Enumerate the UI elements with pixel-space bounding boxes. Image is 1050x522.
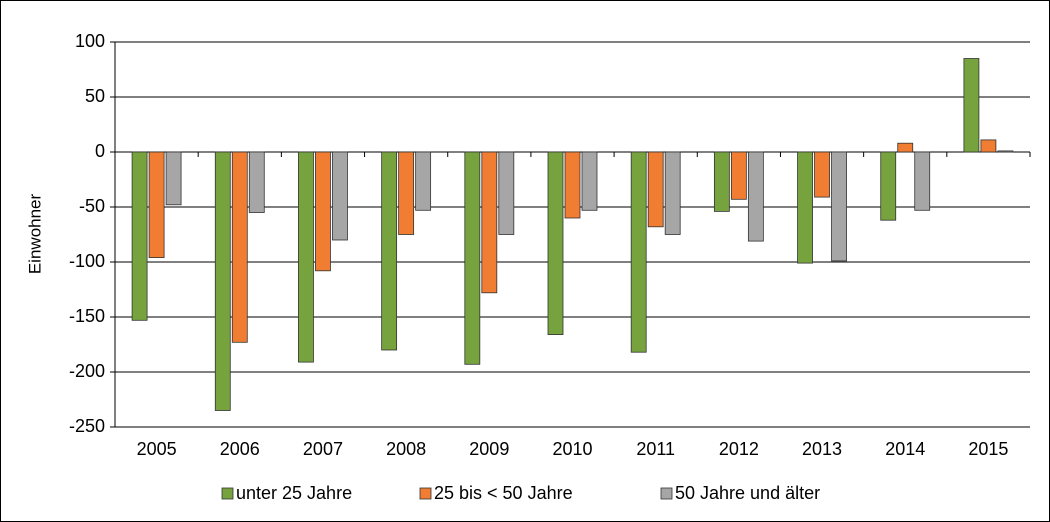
- legend-label: 25 bis < 50 Jahre: [434, 483, 573, 503]
- bar: [831, 151, 847, 262]
- bar: [730, 151, 747, 200]
- legend-label: 50 Jahre und älter: [675, 483, 820, 503]
- bar: [963, 58, 980, 153]
- y-tick-label: -150: [69, 306, 105, 326]
- bar: [814, 151, 830, 198]
- bar: [630, 151, 647, 353]
- bar: [914, 151, 931, 211]
- bar: [415, 151, 432, 211]
- bar: [581, 151, 598, 211]
- bar: [713, 151, 730, 212]
- x-tick-label: 2011: [636, 439, 675, 459]
- bar: [464, 151, 481, 365]
- legend-swatch: [419, 487, 432, 500]
- bar: [214, 151, 231, 411]
- bar: [315, 151, 331, 272]
- bar: [647, 151, 664, 228]
- y-tick-label: -250: [69, 416, 105, 436]
- bar: [547, 151, 564, 336]
- y-tick-label: -200: [69, 361, 105, 381]
- y-tick-label: -50: [79, 196, 105, 216]
- x-tick-label: 2015: [968, 439, 1008, 459]
- bar: [298, 151, 314, 363]
- bar: [148, 151, 165, 258]
- legend-swatch: [221, 487, 234, 500]
- bar: [880, 151, 897, 221]
- legend-swatch: [660, 487, 673, 500]
- bar: [481, 151, 498, 294]
- x-tick-label: 2005: [137, 439, 177, 459]
- bar: [165, 151, 182, 206]
- bar: [398, 151, 415, 235]
- bar: [332, 151, 348, 241]
- bar: [897, 142, 914, 153]
- y-tick-label: 50: [85, 86, 105, 106]
- bar: [997, 150, 1014, 153]
- y-tick-label: 100: [75, 31, 105, 51]
- bar: [980, 139, 997, 153]
- y-tick-label: -100: [69, 251, 105, 271]
- bar: [381, 151, 398, 351]
- y-tick-label: 0: [95, 141, 105, 161]
- x-tick-label: 2009: [469, 439, 509, 459]
- x-tick-label: 2010: [552, 439, 592, 459]
- y-axis-label: Einwohner: [25, 193, 44, 274]
- legend-label: unter 25 Jahre: [236, 483, 352, 503]
- x-tick-label: 2013: [802, 439, 842, 459]
- bar: [664, 151, 681, 235]
- x-tick-label: 2007: [303, 439, 343, 459]
- x-tick-label: 2006: [220, 439, 260, 459]
- bar: [564, 151, 581, 219]
- x-tick-label: 2014: [885, 439, 925, 459]
- bar: [248, 151, 265, 213]
- bar: [797, 151, 813, 264]
- bar: [498, 151, 515, 235]
- bar: [747, 151, 764, 242]
- x-tick-label: 2012: [719, 439, 759, 459]
- x-tick-label: 2008: [386, 439, 426, 459]
- bar: [231, 151, 248, 343]
- bar: [131, 151, 148, 321]
